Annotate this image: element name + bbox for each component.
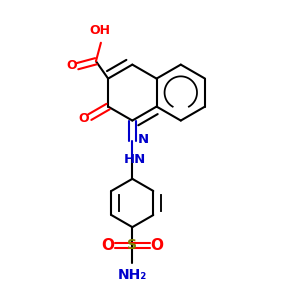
- Text: N: N: [138, 133, 149, 146]
- Text: O: O: [102, 238, 115, 253]
- Text: HN: HN: [124, 153, 146, 166]
- Text: NH₂: NH₂: [118, 268, 147, 282]
- Text: O: O: [150, 238, 163, 253]
- Text: O: O: [67, 59, 77, 72]
- Text: S: S: [127, 238, 137, 252]
- Text: OH: OH: [90, 24, 111, 37]
- Text: O: O: [79, 112, 89, 124]
